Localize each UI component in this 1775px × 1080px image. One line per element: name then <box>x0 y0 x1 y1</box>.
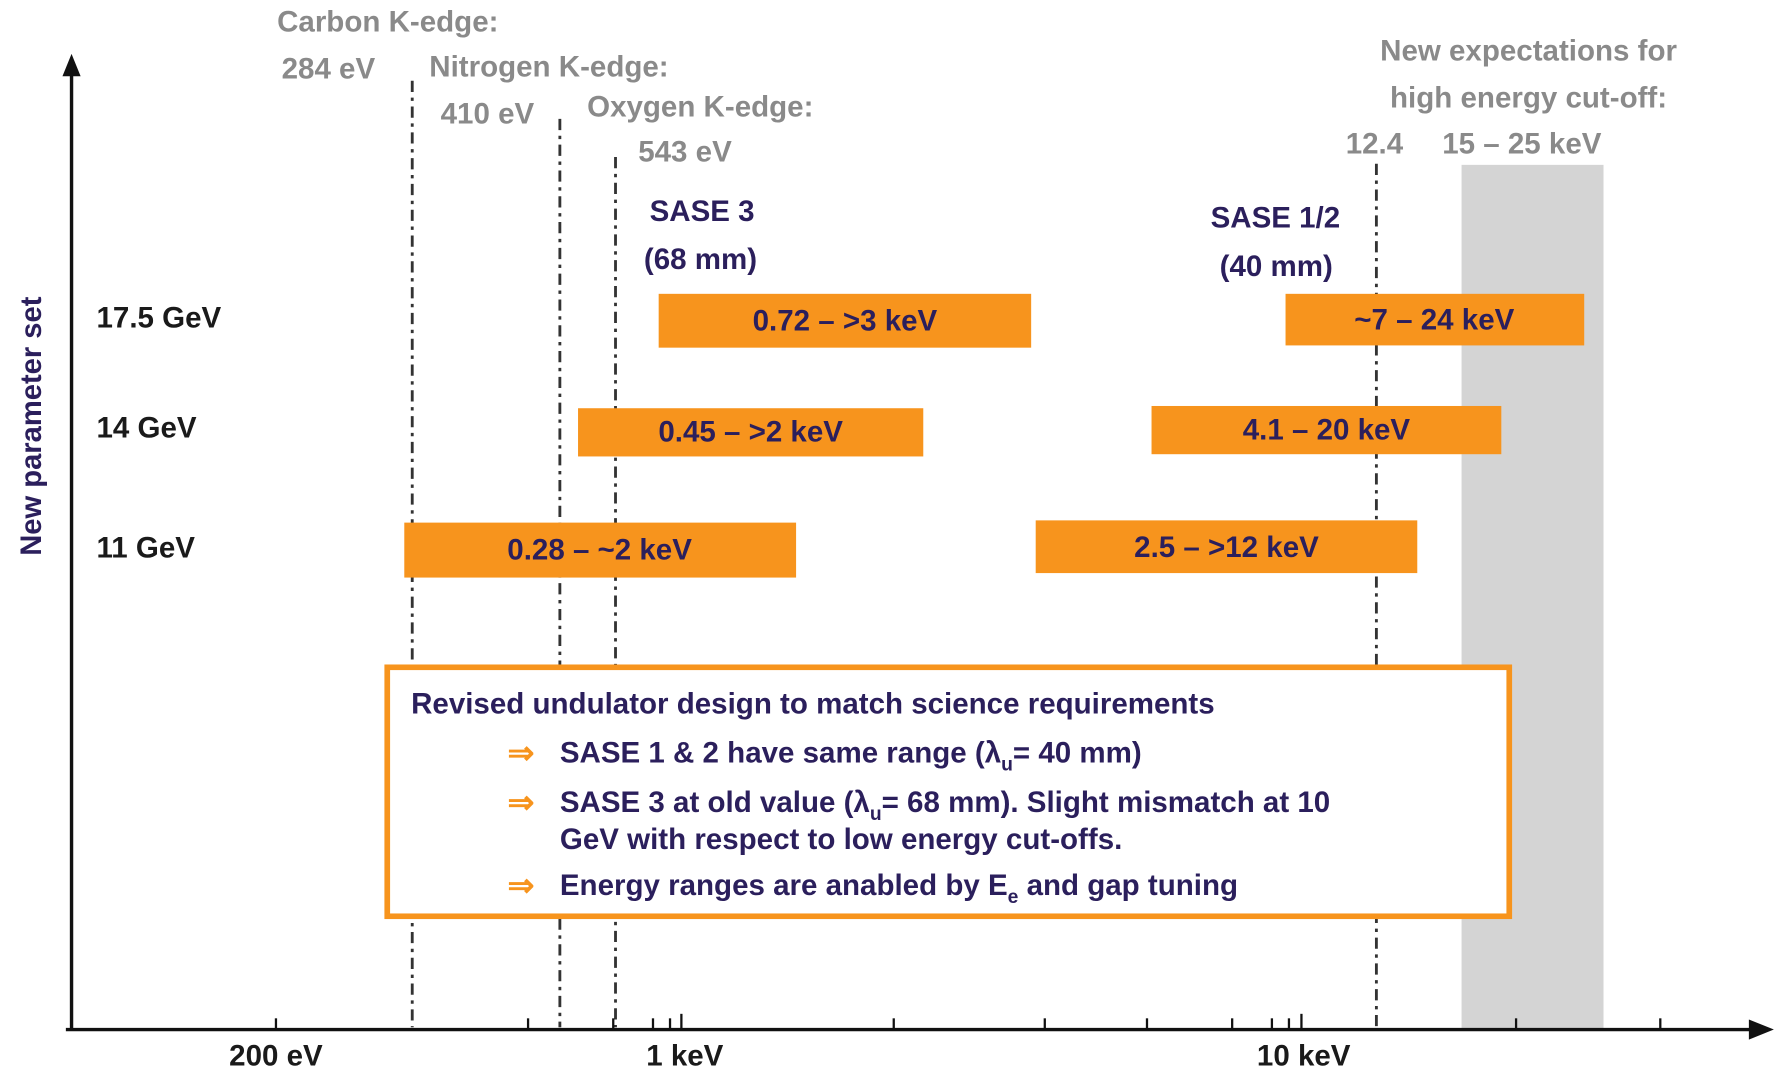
bullet-text: SASE 1 & 2 have same range (λ <box>560 737 1001 770</box>
note-box <box>384 664 1513 920</box>
range-bar <box>1035 520 1418 574</box>
x-tick-label: 200 eV <box>229 1040 323 1073</box>
range-label: ~7 – 24 keV <box>1354 304 1514 337</box>
subscript: u <box>1001 755 1013 776</box>
bullet-text: Energy ranges are anabled by E <box>560 869 1008 902</box>
range-bar <box>1285 293 1585 346</box>
bullet: SASE 3 at old value (λu= 68 mm). Slight … <box>560 786 1330 825</box>
range-label: 4.1 – 20 keV <box>1243 414 1411 447</box>
edge-value: 410 eV <box>441 98 535 131</box>
subscript: u <box>870 804 882 825</box>
range-label: 0.45 – >2 keV <box>658 416 843 449</box>
y-axis-label: New parameter set <box>15 296 48 555</box>
note-title: Revised undulator design to match scienc… <box>411 687 1215 720</box>
bullet-arrow: ⇒ <box>508 867 535 903</box>
bullet-text: = 40 mm) <box>1013 737 1142 770</box>
row-label: 14 GeV <box>97 412 198 445</box>
cutoff-title: high energy cut-off: <box>1390 82 1667 115</box>
undulator-name: SASE 1/2 <box>1211 202 1341 235</box>
undulator-period: (40 mm) <box>1220 250 1333 283</box>
edge-value: 284 eV <box>282 53 376 86</box>
axes <box>65 69 1756 1032</box>
edge-name: Oxygen K-edge: <box>587 91 813 124</box>
undulator-name: SASE 3 <box>650 195 755 228</box>
bullet-arrow: ⇒ <box>508 784 535 820</box>
bullet-text: and gap tuning <box>1018 869 1238 902</box>
subscript: e <box>1008 887 1019 908</box>
range-bar <box>1151 405 1502 455</box>
x-tick-label: 1 keV <box>646 1040 724 1073</box>
bullet-text: = 68 mm). Slight mismatch at 10 <box>882 786 1331 819</box>
cutoff-marker: 12.4 <box>1346 128 1404 161</box>
bullet-continuation: GeV with respect to low energy cut-offs. <box>560 823 1122 856</box>
edge-name: Carbon K-edge: <box>277 6 498 39</box>
range-label: 0.72 – >3 keV <box>753 305 938 338</box>
bullet: Energy ranges are anabled by Ee and gap … <box>560 869 1238 908</box>
range-bar <box>658 293 1032 348</box>
bullet-text: SASE 3 at old value (λ <box>560 786 870 819</box>
range-bar <box>404 522 797 578</box>
x-tick-label: 10 keV <box>1257 1040 1351 1073</box>
range-bar <box>578 408 924 457</box>
edge-name: Nitrogen K-edge: <box>429 50 668 83</box>
y-arrow <box>62 53 81 77</box>
range-label: 0.28 – ~2 keV <box>507 534 692 567</box>
edge-value: 543 eV <box>638 136 732 169</box>
bullet-arrow: ⇒ <box>508 735 535 771</box>
row-label: 17.5 GeV <box>97 302 222 335</box>
range-label: 2.5 – >12 keV <box>1134 531 1319 564</box>
x-arrow <box>1748 1019 1774 1040</box>
row-label: 11 GeV <box>97 532 196 565</box>
cutoff-range: 15 – 25 keV <box>1442 128 1602 161</box>
undulator-period: (68 mm) <box>644 243 757 276</box>
bullet: SASE 1 & 2 have same range (λu= 40 mm) <box>560 737 1142 776</box>
cutoff-title: New expectations for <box>1380 35 1677 68</box>
